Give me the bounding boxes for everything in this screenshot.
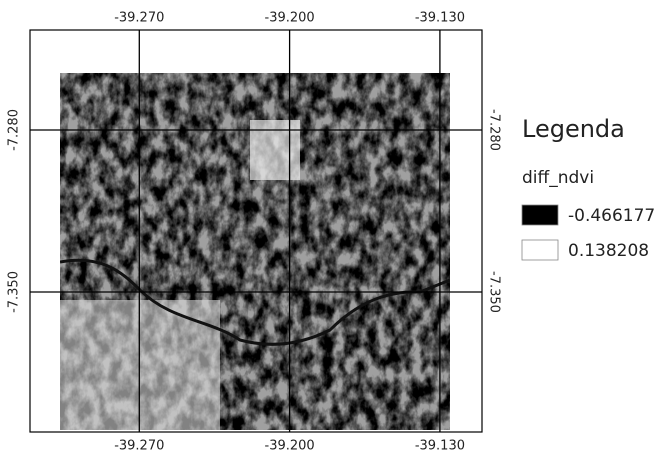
legend-title: Legenda xyxy=(522,115,625,143)
raster xyxy=(60,73,450,430)
legend-swatch xyxy=(522,205,558,225)
x-tick-label: -39.130 xyxy=(415,439,465,454)
x-tick-label: -39.130 xyxy=(415,11,465,26)
y-tick-label: -7.350 xyxy=(487,271,502,313)
map-page: Legenda diff_ndvi -39.270 -39.270 -39.200 -… xyxy=(0,0,668,457)
legend-label: 0.138208 xyxy=(568,241,649,261)
y-tick-label: -7.280 xyxy=(487,109,502,151)
x-tick-label: -39.270 xyxy=(114,11,164,26)
x-tick-label: -39.270 xyxy=(114,439,164,454)
legend-layer: diff_ndvi xyxy=(522,168,594,188)
legend-swatch xyxy=(522,240,558,260)
legend-label: -0.466177 xyxy=(568,206,655,226)
y-tick-label: -7.280 xyxy=(7,109,22,151)
y-tick-label: -7.350 xyxy=(7,271,22,313)
x-tick-label: -39.200 xyxy=(265,11,315,26)
x-tick-label: -39.200 xyxy=(265,439,315,454)
